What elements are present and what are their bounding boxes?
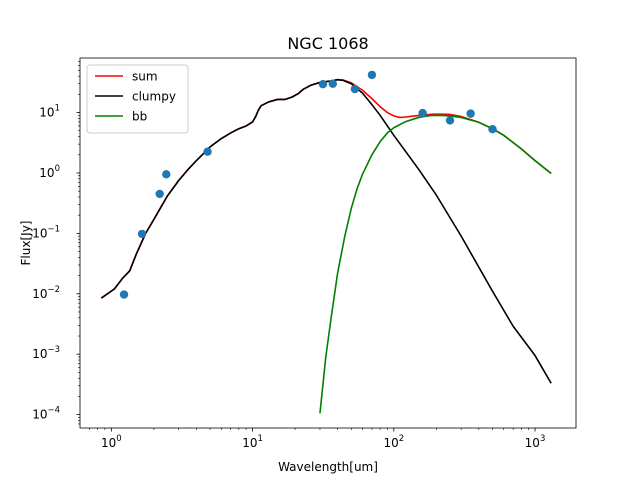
x-tick-label-exponent: 3 bbox=[540, 434, 545, 444]
x-tick-label: 102 bbox=[383, 434, 404, 450]
data-point bbox=[203, 147, 212, 156]
data-point bbox=[328, 79, 338, 88]
x-tick-label: 100 bbox=[101, 434, 122, 450]
data-point bbox=[466, 109, 475, 118]
y-tick-label-exponent: −2 bbox=[47, 285, 60, 295]
y-tick-label-exponent: −1 bbox=[47, 224, 60, 234]
data-point bbox=[445, 116, 455, 125]
y-tick-label-base: 10 bbox=[32, 226, 47, 240]
x-tick-label-exponent: 1 bbox=[257, 434, 262, 444]
y-tick-label-base: 10 bbox=[32, 408, 47, 422]
data-point bbox=[155, 189, 164, 199]
series-layer bbox=[100, 70, 552, 414]
x-tick-label: 103 bbox=[525, 434, 546, 450]
x-axis-label: Wavelength[um] bbox=[278, 460, 378, 474]
y-tick-label: 10−1 bbox=[32, 224, 60, 240]
legend-label-sum: sum bbox=[132, 70, 158, 84]
y-axis-label: Flux[Jy] bbox=[19, 221, 33, 266]
legend-label-bb: bb bbox=[132, 110, 147, 124]
x-tick-label: 101 bbox=[242, 434, 263, 450]
legend-label-clumpy: clumpy bbox=[132, 90, 176, 104]
x-tick-label-base: 10 bbox=[242, 436, 257, 450]
y-tick-label: 10−3 bbox=[32, 345, 60, 361]
chart-title: NGC 1068 bbox=[287, 34, 368, 53]
legend: sum clumpy bb bbox=[86, 64, 189, 134]
data-point bbox=[350, 84, 360, 94]
plot-border bbox=[79, 57, 577, 429]
data-point bbox=[318, 79, 328, 89]
data-point bbox=[162, 170, 171, 179]
y-tick-label-exponent: −4 bbox=[47, 406, 60, 416]
y-tick-label-base: 10 bbox=[39, 106, 54, 120]
y-tick-label-base: 10 bbox=[39, 166, 54, 180]
x-tick-label-base: 10 bbox=[525, 436, 540, 450]
y-tick-label-base: 10 bbox=[32, 347, 47, 361]
data-point bbox=[488, 125, 497, 134]
data-point bbox=[137, 229, 147, 239]
y-tick-label: 10−4 bbox=[32, 406, 60, 422]
y-tick-label-exponent: 0 bbox=[55, 164, 60, 174]
data-point bbox=[367, 70, 377, 80]
y-tick-label: 101 bbox=[39, 104, 60, 120]
data-point bbox=[418, 108, 427, 118]
y-tick-label-base: 10 bbox=[32, 287, 47, 301]
x-tick-label-base: 10 bbox=[101, 436, 116, 450]
y-tick-label: 10−2 bbox=[32, 285, 60, 301]
series-line-clumpy bbox=[100, 78, 552, 384]
x-tick-label-exponent: 2 bbox=[399, 434, 404, 444]
x-tick-label-base: 10 bbox=[383, 436, 398, 450]
data-point bbox=[119, 290, 129, 299]
y-tick-label: 100 bbox=[39, 164, 60, 180]
y-tick-label-exponent: 1 bbox=[55, 104, 60, 114]
y-tick-label-exponent: −3 bbox=[47, 345, 60, 355]
x-tick-label-exponent: 0 bbox=[116, 434, 121, 444]
